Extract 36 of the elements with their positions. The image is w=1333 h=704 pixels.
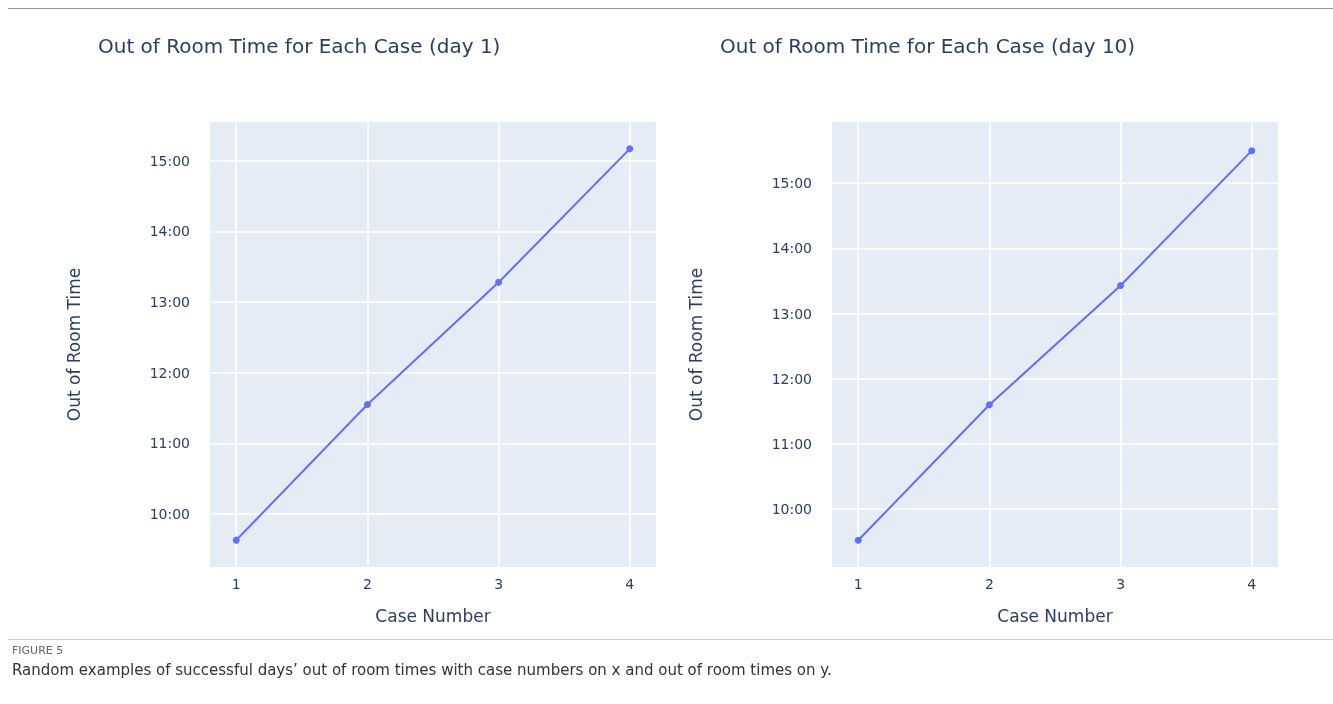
x-axis-title: Case Number bbox=[375, 605, 491, 626]
chart-title: Out of Room Time for Each Case (day 10) bbox=[720, 34, 1136, 58]
y-tick-label: 12:00 bbox=[771, 370, 812, 387]
y-tick-label: 14:00 bbox=[771, 240, 812, 257]
x-tick-label: 2 bbox=[984, 576, 994, 592]
y-tick-label: 10:00 bbox=[771, 501, 812, 518]
y-tick-label: 11:00 bbox=[149, 435, 190, 452]
x-tick-label: 4 bbox=[1247, 576, 1257, 592]
point bbox=[985, 401, 993, 409]
chart-title: Out of Room Time for Each Case (day 1) bbox=[98, 34, 501, 58]
point bbox=[1248, 147, 1256, 155]
point bbox=[232, 536, 240, 544]
y-axis-title: Out of Room Time bbox=[685, 267, 706, 422]
y-axis-title: Out of Room Time bbox=[63, 267, 84, 422]
x-tick-label: 3 bbox=[1116, 576, 1126, 592]
y-tick-label: 13:00 bbox=[771, 305, 812, 322]
point bbox=[626, 145, 634, 153]
y-tick-label: 14:00 bbox=[149, 223, 190, 240]
y-tick-label: 12:00 bbox=[149, 364, 190, 381]
caption: FIGURE 5 bbox=[12, 644, 65, 657]
x-tick-label: 3 bbox=[494, 576, 504, 592]
text: Random examples of successful days’ out of room times with case numbers on x and out of room times on y. bbox=[12, 661, 833, 679]
y-tick-label: 15:00 bbox=[771, 175, 812, 192]
x-tick-label: 2 bbox=[362, 576, 372, 592]
x-tick-label: 4 bbox=[625, 576, 635, 592]
point bbox=[363, 401, 371, 409]
point bbox=[854, 536, 862, 544]
y-tick-label: 11:00 bbox=[771, 435, 812, 452]
x-tick-label: 1 bbox=[231, 576, 241, 592]
x-tick-label: 1 bbox=[853, 576, 863, 592]
y-tick-label: 13:00 bbox=[149, 294, 190, 311]
x-axis-title: Case Number bbox=[997, 605, 1113, 626]
y-tick-label: 15:00 bbox=[149, 152, 190, 169]
y-tick-label: 10:00 bbox=[149, 506, 190, 523]
point bbox=[1117, 282, 1125, 290]
point bbox=[495, 278, 503, 286]
